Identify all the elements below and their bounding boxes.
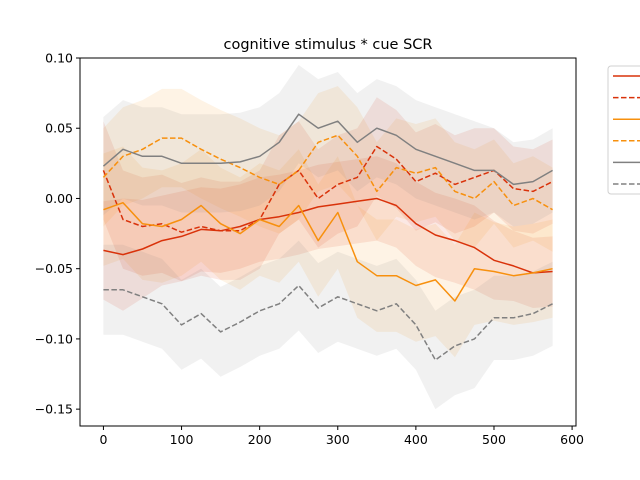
chart-title: cognitive stimulus * cue SCR [223,37,432,53]
series-band-5 [103,65,553,227]
y-tick-label: 0.10 [45,51,73,66]
y-axis: 0.10 0.05 0.00 −0.05 −0.10 −0.15 [35,51,80,417]
plot-area-frame [79,57,577,427]
series-band-1 [103,156,553,311]
x-tick-label: 100 [170,432,194,447]
series-band-6 [103,240,553,410]
series-band-2 [103,97,553,282]
legend-box [607,65,640,195]
y-tick-label: 0.05 [45,121,73,136]
x-tick-label: 200 [248,432,272,447]
x-tick-label: 400 [404,432,428,447]
series-lines [102,113,553,361]
confidence-bands [103,65,553,410]
y-tick-label: −0.05 [35,261,73,276]
x-tick-label: 300 [326,432,350,447]
series-line-2 [102,145,553,233]
legend [607,65,640,195]
x-tick-label: 500 [482,432,506,447]
series-line-1 [103,197,553,274]
y-tick-label: −0.15 [35,402,73,417]
series-line-3 [103,201,553,302]
y-tick-label: −0.10 [35,331,73,346]
series-line-5 [102,113,553,186]
x-tick-label: 600 [560,432,584,447]
series-line-6 [103,284,553,361]
x-axis: 0 100 200 300 400 500 600 [99,426,584,447]
y-tick-label: 0.00 [45,191,73,206]
series-band-4 [103,86,553,252]
series-band-3 [103,146,553,358]
series-line-4 [102,134,553,211]
x-tick-label: 0 [99,432,107,447]
